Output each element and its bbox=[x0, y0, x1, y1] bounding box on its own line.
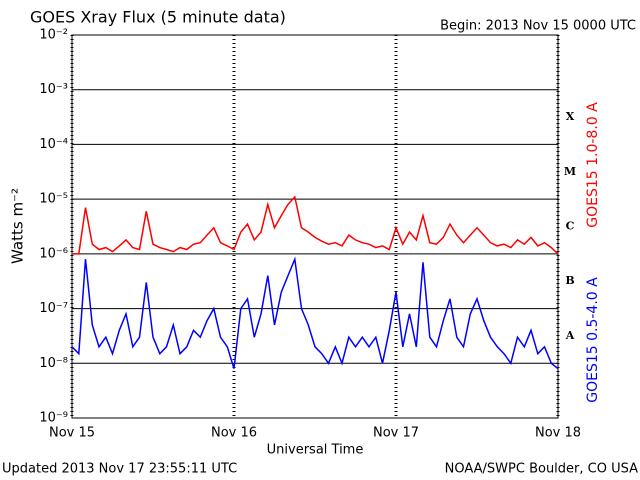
chart-subtitle: Begin: 2013 Nov 15 0000 UTC bbox=[440, 19, 636, 34]
y-tick-label: 10⁻⁴ bbox=[39, 137, 68, 152]
series-line bbox=[71, 256, 559, 370]
series-line bbox=[72, 195, 559, 255]
flare-class-label: A bbox=[565, 329, 575, 342]
y-tick-label: 10⁻⁵ bbox=[39, 192, 68, 207]
y-tick-label: 10⁻² bbox=[39, 28, 68, 43]
y-tick-label: 10⁻³ bbox=[39, 82, 68, 97]
x-tick-label: Nov 16 bbox=[211, 426, 257, 441]
plot-frame bbox=[71, 34, 559, 419]
flare-class-label: B bbox=[565, 274, 574, 287]
y-tick-label: 10⁻⁸ bbox=[39, 356, 68, 371]
y-tick-label: 10⁻⁶ bbox=[39, 246, 68, 261]
x-axis-label: Universal Time bbox=[267, 443, 364, 458]
x-tick-label: Nov 18 bbox=[535, 426, 581, 441]
y-axis-label: Watts m⁻² bbox=[9, 188, 27, 264]
flare-class-label: M bbox=[564, 165, 576, 178]
y-tick-label: 10⁻⁷ bbox=[39, 301, 68, 316]
y-tick-label: 10⁻⁹ bbox=[39, 411, 68, 426]
legend-entry: GOES15 0.5-4.0 A bbox=[585, 277, 601, 403]
x-tick-label: Nov 17 bbox=[373, 426, 419, 441]
legend-entry: GOES15 1.0-8.0 A bbox=[585, 102, 601, 228]
flare-class-label: C bbox=[566, 220, 575, 233]
x-tick-label: Nov 15 bbox=[49, 426, 95, 441]
footer-left: Updated 2013 Nov 17 23:55:11 UTC bbox=[2, 462, 237, 477]
flare-class-label: X bbox=[566, 110, 575, 123]
chart-title: GOES Xray Flux (5 minute data) bbox=[30, 8, 286, 27]
footer-right: NOAA/SWPC Boulder, CO USA bbox=[445, 462, 638, 477]
